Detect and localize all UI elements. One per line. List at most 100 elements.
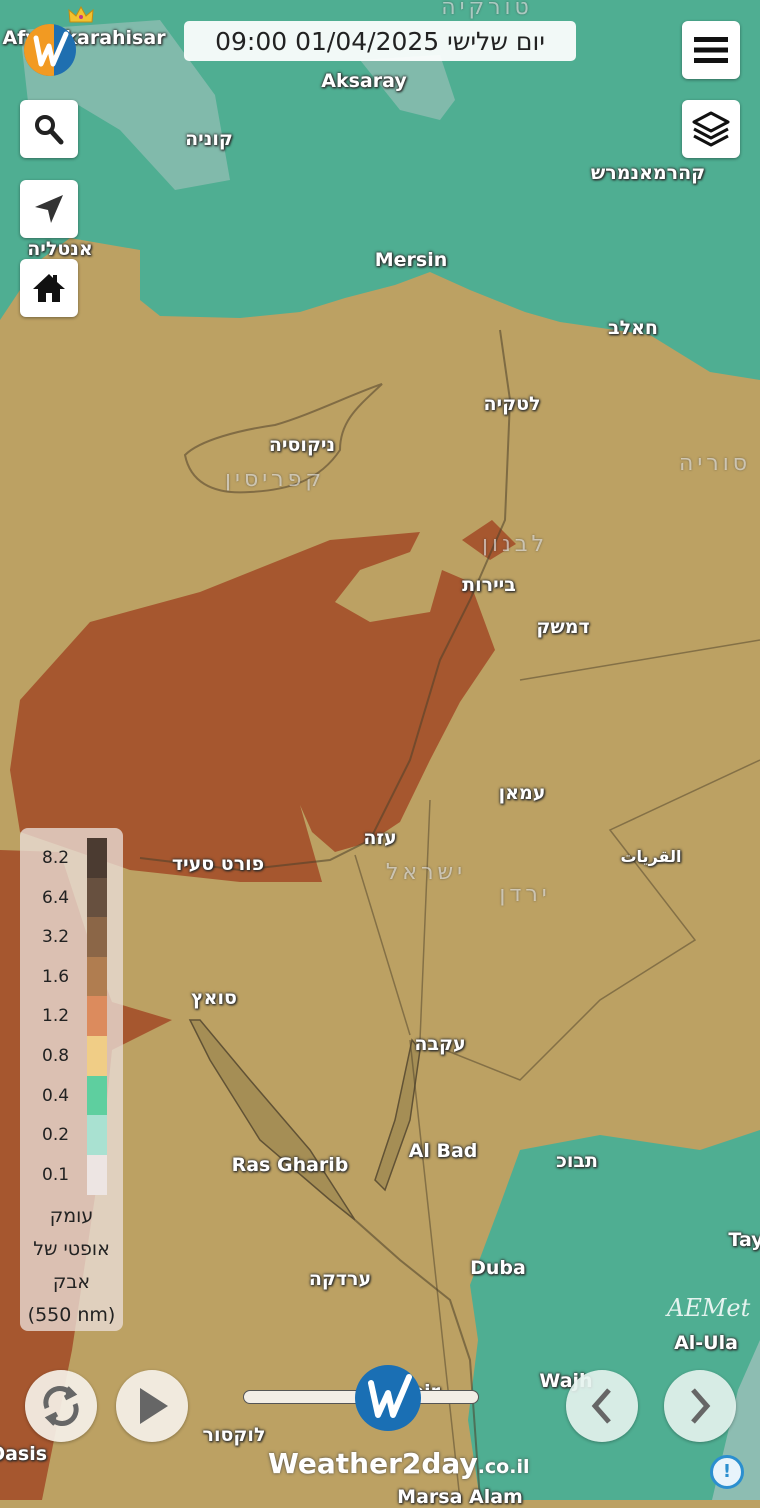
city-label-mersin: Mersin [374,249,448,271]
cyprus-coast [183,383,383,494]
high-dust-region-lebanon [462,520,516,560]
legend-item: 6.4 [20,877,123,918]
previous-button[interactable] [566,1370,638,1442]
city-label-marsa-alam: Marsa Alam [397,1486,523,1508]
locate-button[interactable] [20,180,78,238]
red-sea-coast [354,1219,481,1500]
country-label-lebanon: לבנון [481,532,549,557]
menu-button[interactable] [682,21,740,79]
country-label-syria: סוריה [679,451,751,476]
legend-item: 0.8 [20,1036,123,1076]
layers-button[interactable] [682,100,740,158]
legend-value: 3.2 [42,927,70,948]
legend-item: 0.4 [20,1075,123,1116]
city-label-antalya: אנטליה [27,238,93,260]
weather2day-logo-icon [368,1374,413,1418]
city-label-amman: עמאן [498,782,546,804]
legend-value: 6.4 [42,887,70,908]
city-label-latakia: לטקיה [483,393,541,415]
borders [354,639,760,1500]
legend-value: 1.6 [42,966,70,987]
city-label-luxor: לוקסור [202,1424,266,1446]
legend-swatch [87,1154,107,1195]
legend-title-line: עומק [49,1205,94,1227]
city-label-duba: Duba [470,1257,526,1279]
legend-value: 0.4 [42,1085,70,1106]
city-label-hurghada: ערדקה [308,1268,372,1290]
aemet-watermark: AEMet [667,1294,751,1322]
legend-value: 0.2 [42,1125,70,1146]
city-label-nicosia: ניקוסיה [268,434,336,456]
legend-item: 0.1 [20,1154,123,1195]
brand-name: Weather2day [268,1447,478,1480]
city-label-kahramanmaras: קהרמאנמרש [590,162,706,184]
legend-item: 3.2 [20,917,123,958]
city-label-al-bad: Al Bad [408,1140,478,1162]
country-label-cyprus: קפריסין [225,467,325,492]
city-label-beirut: ביירות [462,574,516,596]
legend-swatch [87,917,107,958]
city-label-konya: קוניה [185,128,233,150]
city-label-port-said: פורט סעיד [171,853,265,875]
city-label-aksaray: Aksaray [321,70,407,92]
navigation-arrow-icon [35,195,63,223]
info-button[interactable]: ! [710,1455,744,1489]
chevron-left-icon [591,1388,611,1424]
home-icon [33,274,65,302]
city-label-damascus: דמשק [536,616,590,638]
legend-title-line: אופטי של [33,1238,110,1260]
brand-tld: .co.il [477,1456,530,1478]
legend-item: 1.2 [20,996,123,1037]
chevron-right-icon [691,1388,711,1424]
city-label-suez: סואץ [191,987,237,1009]
brand-wordmark: Weather2day.co.il [268,1449,529,1482]
legend-swatch [87,996,107,1037]
play-icon [140,1388,168,1424]
forecast-datetime[interactable]: יום שלישי 01/04/2025 09:00 [184,21,576,61]
dust-legend: 8.2 6.4 3.2 1.6 1.2 0.8 0.4 0.2 0.1 עומק… [20,828,123,1331]
legend-swatch [87,1115,107,1156]
city-label-gaza: עזה [363,827,397,849]
city-label-tay: Tay [728,1229,760,1251]
timeline-slider-thumb[interactable] [355,1365,422,1431]
home-button[interactable] [20,259,78,317]
city-label-al-ula: Al-Ula [674,1332,738,1354]
city-label-tabuk: תבוכ [556,1150,598,1172]
country-label-jordan: ירדן [499,882,551,907]
exclamation-icon: ! [722,1461,732,1482]
legend-swatch [87,838,107,878]
legend-value: 8.2 [42,848,70,868]
layers-icon [692,111,730,147]
play-button[interactable] [116,1370,188,1442]
legend-swatch [87,877,107,918]
legend-swatch [87,1036,107,1076]
legend-swatch [87,1075,107,1116]
legend-title: עומק אופטי של אבק (550 nm) [20,1200,123,1332]
search-button[interactable] [20,100,78,158]
country-label-israel: ישראל [385,860,467,885]
high-dust-region-main [10,532,495,882]
legend-item: 1.6 [20,956,123,997]
city-label-qurayyat: القريات [620,847,682,866]
legend-value: 0.8 [42,1046,70,1066]
legend-title-line: אבק [52,1271,91,1293]
refresh-button[interactable] [25,1370,97,1442]
haze-region-aksaray [360,55,455,120]
next-button[interactable] [664,1370,736,1442]
legend-swatch [87,956,107,997]
city-label-ras-gharib: Ras Gharib [231,1154,349,1176]
legend-item: 8.2 [20,838,123,878]
country-label-turkey: טורקיה [441,0,533,20]
gulf-of-aqaba [374,1038,421,1192]
crown-icon [68,6,94,23]
legend-item: 0.2 [20,1115,123,1156]
app-logo[interactable] [24,24,76,76]
search-icon [35,115,64,145]
legend-value: 1.2 [42,1006,70,1027]
city-label-aqaba: עקבה [414,1033,466,1055]
coastline-levant [139,329,512,872]
refresh-icon [43,1386,79,1426]
city-label-aleppo: חאלב [608,317,658,339]
city-label-oasis: Oasis [0,1443,48,1465]
legend-value: 0.1 [42,1164,70,1185]
